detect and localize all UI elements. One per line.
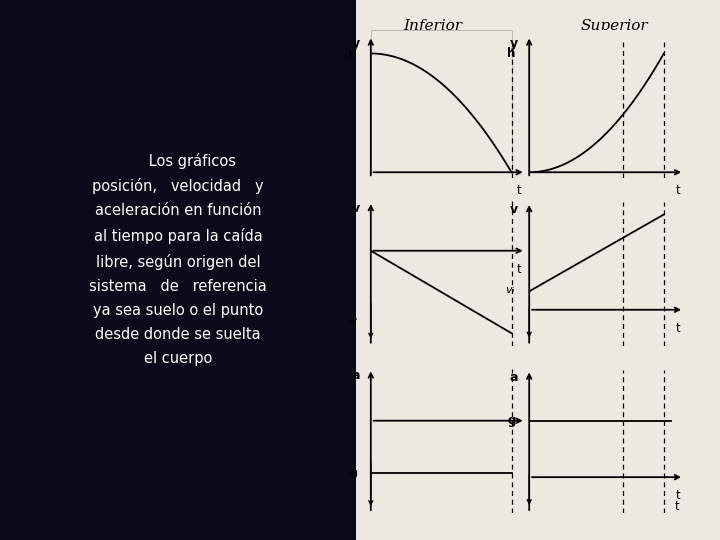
Text: t: t: [675, 489, 680, 502]
Text: g: g: [508, 414, 516, 427]
Text: t: t: [517, 262, 522, 275]
Text: Los gráficos
posición,   velocidad   y
aceleración en función
al tiempo para la : Los gráficos posición, velocidad y acele…: [89, 153, 267, 366]
Text: a: a: [351, 369, 360, 382]
Text: t: t: [675, 322, 680, 335]
Text: $y_i$: $y_i$: [347, 48, 358, 59]
Text: $v_i$: $v_i$: [505, 286, 516, 297]
Text: t: t: [675, 184, 680, 197]
Text: v: v: [352, 202, 360, 215]
Text: t: t: [675, 500, 680, 512]
Text: -g: -g: [347, 468, 358, 478]
Text: a: a: [510, 370, 518, 383]
Text: y: y: [510, 37, 518, 50]
Text: Inferior: Inferior: [403, 19, 462, 33]
Text: h: h: [508, 47, 516, 60]
Text: Superior: Superior: [581, 19, 649, 33]
Text: v: v: [510, 203, 518, 216]
Text: t: t: [517, 184, 522, 197]
Text: y: y: [352, 37, 360, 50]
Text: -v: -v: [348, 316, 358, 326]
